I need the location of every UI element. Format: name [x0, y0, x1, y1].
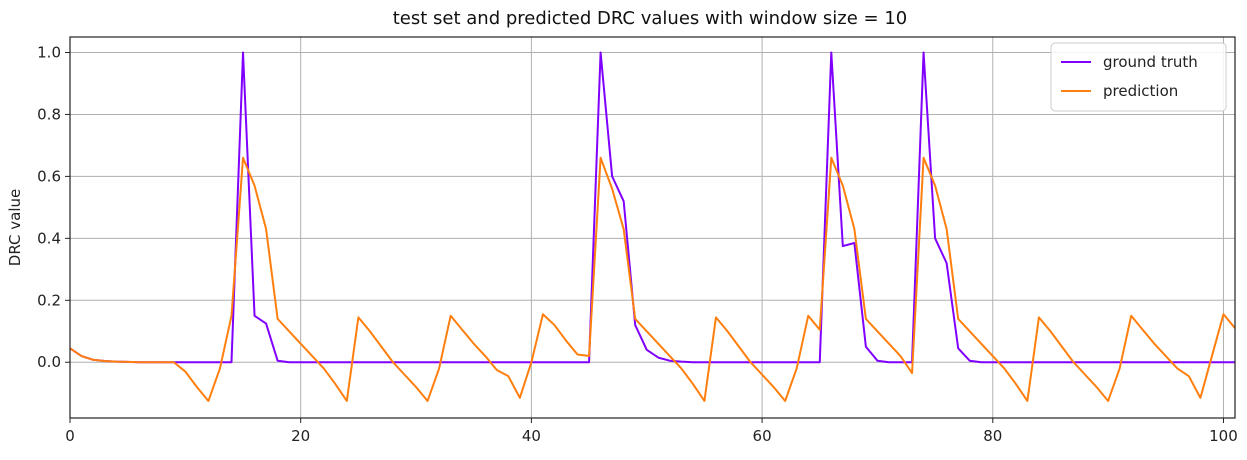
y-axis-ticks: 0.0 0.2 0.4 0.6 0.8 1.0: [37, 43, 70, 371]
chart-title: test set and predicted DRC values with w…: [393, 8, 908, 29]
plot-frame: [69, 36, 1236, 419]
legend-label: ground truth: [1103, 53, 1198, 71]
y-tick-label: 0.8: [37, 105, 61, 123]
y-tick-label: 0.0: [37, 353, 61, 371]
legend-label: prediction: [1103, 82, 1178, 100]
x-tick-label: 100: [1209, 427, 1238, 445]
x-tick-label: 0: [65, 427, 75, 445]
y-axis-label: DRC value: [6, 189, 24, 266]
x-tick-label: 60: [753, 427, 772, 445]
x-tick-label: 80: [983, 427, 1002, 445]
y-tick-label: 1.0: [37, 43, 61, 61]
legend-box: [1050, 42, 1227, 112]
x-axis-ticks: 0 20 40 60 80 100: [65, 418, 1238, 445]
x-tick-label: 40: [522, 427, 541, 445]
y-tick-label: 0.6: [37, 167, 61, 185]
series-line-prediction: [69, 156, 1236, 402]
series-line-ground-truth: [69, 51, 1235, 364]
y-tick-label: 0.2: [37, 291, 61, 309]
x-tick-label: 20: [291, 427, 310, 445]
series-layer: [69, 51, 1236, 402]
y-tick-label: 0.4: [37, 229, 61, 247]
legend: ground truth prediction: [1050, 42, 1227, 112]
